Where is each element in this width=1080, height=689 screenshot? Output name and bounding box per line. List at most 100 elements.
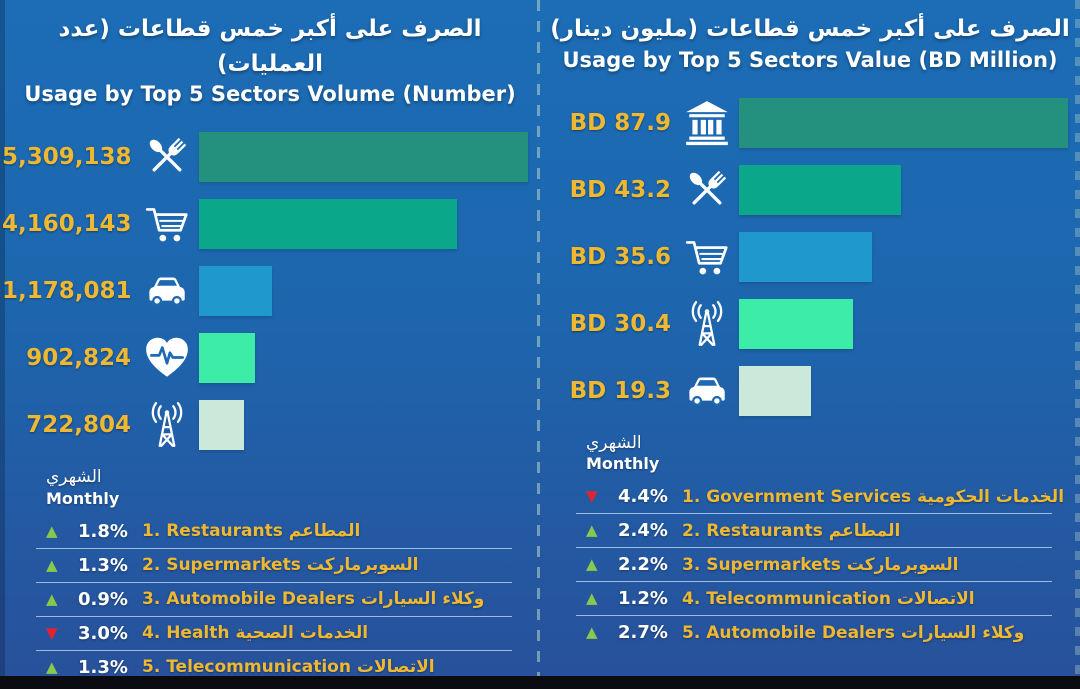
sector-label-arabic: وكلاء السيارات [360,589,485,610]
antenna-icon [135,400,199,450]
sector-label: 2. Supermarkets السوبرماركت [142,555,512,575]
monthly-change-row: ▲ 1.2% 4. Telecommunication الاتصالات [576,582,1052,617]
sector-label-arabic: الاتصالات [896,588,975,609]
trend-up-icon: ▲ [46,555,58,574]
bar-row-government: BD 87.9 [542,97,1078,148]
monthly-change-row: ▲ 1.3% 2. Supermarkets السوبرماركت [36,549,512,583]
sector-label: 1. Government Services الخدمات الحكومية [682,487,1064,507]
sector-label: 4. Telecommunication الاتصالات [682,589,1052,609]
bar-telecom [739,298,853,349]
bar-row-telecom: BD 30.4 [542,298,1078,349]
bar-row-restaurants: 5,309,138 [2,132,538,183]
bar-health [199,333,255,384]
sector-label-english: 1. Restaurants [142,521,283,542]
monthly-label-english: Monthly [586,454,660,474]
monthly-label-english: Monthly [46,488,120,508]
bar-track [739,231,1068,282]
sector-label-english: 4. Telecommunication [682,588,891,609]
sector-label: 2. Restaurants المطاعم [682,521,1052,541]
sector-label-arabic: المطاعم [828,520,901,541]
bar-row-restaurants: BD 43.2 [542,164,1078,215]
sector-label-arabic: وكلاء السيارات [900,622,1025,643]
volume-bar-chart: 5,309,138 4,160,143 1,178,081 902,824 72 [2,132,538,451]
trend-up-icon: ▲ [46,657,58,676]
bar-value-label: BD 43.2 [569,176,671,203]
change-percent: 1.3% [78,554,128,576]
sector-label-arabic: السوبرماركت [306,555,419,576]
bank-icon [675,98,739,148]
monthly-label-arabic: الشهري [46,467,102,488]
bar-value-label: BD 19.3 [569,377,671,404]
volume-title-english: Usage by Top 5 Sectors Volume (Number) [24,82,516,106]
trend-down-icon: ▼ [586,487,598,506]
change-percent: 2.7% [618,622,668,644]
bar-restaurants [739,164,901,215]
bar-value-label: 5,309,138 [2,144,132,171]
bar-track [739,365,1068,416]
sector-label-arabic: الخدمات الحكومية [917,486,1065,507]
monthly-change-row: ▲ 1.3% 5. Telecommunication الاتصالات [36,651,512,684]
trend-up-icon: ▲ [586,555,598,574]
change-percent: 1.3% [78,656,128,678]
dashed-divider [537,0,540,676]
trend-up-icon: ▲ [586,623,598,642]
sector-label-english: 2. Restaurants [682,520,823,541]
value-title-english: Usage by Top 5 Sectors Value (BD Million… [562,47,1058,72]
volume-chart-panel: الصرف على أكبر خمس قطاعات (عدد العمليات)… [2,0,538,678]
bar-restaurants [199,132,528,183]
left-edge-strip [0,0,5,676]
restaurant-icon [675,165,739,215]
restaurant-icon [135,132,199,182]
monthly-change-row: ▲ 1.8% 1. Restaurants المطاعم [36,515,512,549]
monthly-change-row: ▲ 0.9% 3. Automobile Dealers وكلاء السيا… [36,583,512,617]
monthly-change-list: ▼ 4.4% 1. Government Services الخدمات ال… [576,480,1064,649]
monthly-change-row: ▼ 3.0% 4. Health الخدمات الصحية [36,617,512,651]
bar-row-telecom: 722,804 [2,400,538,451]
bar-value-label: 902,824 [26,345,131,372]
value-chart-titles: الصرف على أكبر خمس قطاعات (مليون دينار) … [542,0,1078,74]
sector-label-arabic: السوبرماركت [846,554,959,575]
shopping-cart-icon [675,232,739,282]
sector-label-english: 4. Health [142,623,230,644]
sector-label: 5. Automobile Dealers وكلاء السيارات [682,623,1052,643]
bar-value-label: 4,160,143 [2,211,132,238]
sector-label-english: 3. Supermarkets [682,554,841,575]
sector-label: 5. Telecommunication الاتصالات [142,657,512,677]
change-percent: 3.0% [78,622,128,644]
monthly-change-row: ▲ 2.7% 5. Automobile Dealers وكلاء السيا… [576,616,1052,649]
sector-label: 4. Health الخدمات الصحية [142,623,512,643]
shopping-cart-icon [135,199,199,249]
change-percent: 0.9% [78,588,128,610]
bar-track [739,97,1068,148]
trend-up-icon: ▲ [46,589,58,608]
value-bar-chart: BD 87.9 BD 43.2 BD 35.6 BD 30.4 BD 19.3 [542,97,1078,416]
bar-row-supermarkets: BD 35.6 [542,231,1078,282]
monthly-header: الشهري Monthly [586,433,1078,474]
bar-row-automobile: BD 19.3 [542,365,1078,416]
change-percent: 1.2% [618,588,668,610]
bar-track [199,199,528,250]
sector-label: 3. Automobile Dealers وكلاء السيارات [142,589,512,609]
bar-track [739,164,1068,215]
monthly-label-arabic: الشهري [586,432,642,453]
change-percent: 2.4% [618,520,668,542]
bar-supermarkets [739,231,873,282]
bar-automobile [199,266,273,317]
car-icon [675,366,739,416]
health-icon [135,333,199,383]
trend-down-icon: ▼ [46,623,58,642]
sector-label: 3. Supermarkets السوبرماركت [682,555,1052,575]
monthly-change-list: ▲ 1.8% 1. Restaurants المطاعم ▲ 1.3% 2. … [36,515,512,684]
monthly-change-row: ▼ 4.4% 1. Government Services الخدمات ال… [576,480,1064,515]
sector-label-english: 5. Telecommunication [142,657,351,678]
monthly-change-row: ▲ 2.4% 2. Restaurants المطاعم [576,514,1052,549]
bar-value-label: BD 35.6 [569,243,671,270]
sector-label-english: 5. Automobile Dealers [682,622,895,643]
bar-row-automobile: 1,178,081 [2,266,538,317]
car-icon [135,266,199,316]
change-percent: 2.2% [618,554,668,576]
antenna-icon [675,299,739,349]
value-chart-panel: الصرف على أكبر خمس قطاعات (مليون دينار) … [542,0,1078,676]
sector-label-english: 3. Automobile Dealers [142,589,355,610]
